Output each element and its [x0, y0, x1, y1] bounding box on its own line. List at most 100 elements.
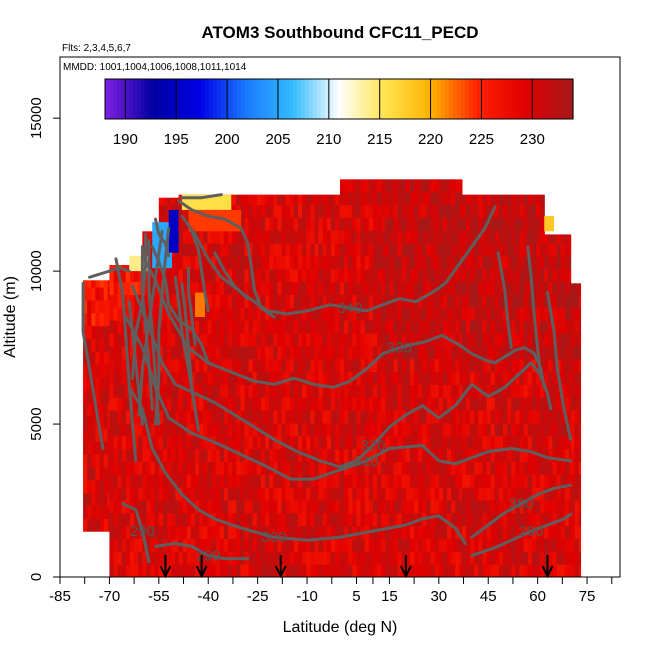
- heatmap-cell: [326, 499, 332, 514]
- colorbar-swatch: [433, 79, 438, 119]
- heatmap-cell: [199, 230, 204, 244]
- heatmap-cell: [298, 345, 303, 360]
- heatmap-cell: [511, 217, 517, 231]
- heatmap-cell: [368, 551, 374, 565]
- heatmap-cell: [430, 230, 436, 244]
- heatmap-cell: [340, 332, 345, 347]
- heatmap-cell: [360, 461, 366, 475]
- heatmap-cell: [273, 474, 279, 488]
- heatmap-cell: [418, 204, 423, 218]
- flight-arrow: [159, 555, 172, 579]
- heatmap-cell: [527, 461, 533, 475]
- heatmap-cell: [356, 384, 362, 398]
- heatmap-cell: [466, 194, 471, 206]
- heatmap-cell: [418, 345, 423, 360]
- heatmap-cell: [293, 551, 299, 565]
- heatmap-cell: [318, 358, 324, 373]
- heatmap-cell: [252, 435, 258, 450]
- heatmap-cell: [352, 512, 358, 527]
- heatmap-cell: [381, 512, 386, 527]
- heatmap-cell: [219, 358, 225, 373]
- heatmap-cell: [447, 422, 452, 437]
- heatmap-cell: [548, 422, 554, 437]
- heatmap-cell: [203, 422, 209, 437]
- heatmap-cell: [277, 281, 283, 295]
- heatmap-cell: [422, 461, 428, 475]
- colorbar-swatch: [513, 79, 518, 119]
- heatmap-cell: [438, 320, 444, 334]
- heatmap-cell: [289, 461, 295, 475]
- heatmap-cell: [377, 384, 382, 398]
- heatmap-cell: [570, 525, 576, 540]
- heatmap-cell: [393, 307, 399, 321]
- heatmap-cell: [574, 564, 580, 577]
- heatmap-cell: [536, 255, 541, 270]
- heatmap-cell: [451, 268, 456, 283]
- heatmap-cell: [442, 422, 448, 437]
- heatmap-cell: [438, 538, 444, 552]
- heatmap-cell: [248, 499, 254, 514]
- heatmap-cell: [544, 538, 549, 552]
- heatmap-cell: [256, 409, 262, 424]
- contour-label: 330: [387, 340, 412, 357]
- heatmap-cell: [182, 255, 188, 270]
- heatmap-cell: [478, 474, 484, 488]
- heatmap-cell: [401, 191, 407, 206]
- heatmap-cell: [211, 448, 217, 462]
- heatmap-cell: [552, 422, 558, 437]
- heatmap-cell: [574, 320, 580, 334]
- heatmap-cell: [490, 538, 496, 552]
- heatmap-cell: [248, 564, 254, 577]
- heatmap-cell: [486, 217, 492, 231]
- heatmap-cell: [285, 448, 291, 462]
- heatmap-cell: [223, 564, 229, 577]
- heatmap-cell: [459, 564, 463, 577]
- heatmap-cell: [207, 538, 213, 552]
- heatmap-cell: [265, 474, 270, 488]
- heatmap-cell: [498, 320, 504, 334]
- heatmap-cell: [269, 499, 274, 514]
- heatmap-cell: [314, 409, 320, 424]
- contour-line: [114, 257, 138, 463]
- heatmap-cell: [459, 487, 463, 501]
- heatmap-cell: [422, 448, 428, 462]
- heatmap-cell: [175, 499, 180, 514]
- heatmap-cell: [447, 307, 452, 321]
- heatmap-cell: [498, 204, 504, 218]
- heatmap-cell: [556, 358, 562, 373]
- heatmap-cell: [405, 217, 411, 231]
- heatmap-cell: [364, 191, 370, 206]
- heatmap-cell: [310, 409, 316, 424]
- heatmap-cell: [87, 376, 92, 391]
- heatmap-cell: [418, 461, 423, 475]
- heatmap-cell: [260, 217, 266, 231]
- heatmap-cell: [103, 428, 109, 442]
- heatmap-cell: [531, 281, 537, 295]
- heatmap-cell: [203, 255, 209, 270]
- heatmap-cell: [190, 512, 196, 527]
- heatmap-cell: [289, 525, 295, 540]
- heatmap-cell: [273, 487, 279, 501]
- heatmap-cell: [326, 217, 332, 231]
- contour-line: [470, 483, 573, 539]
- colorbar-swatch: [113, 79, 118, 119]
- heatmap-cell: [393, 551, 399, 565]
- heatmap-cell: [377, 294, 382, 308]
- heatmap-cell: [455, 217, 461, 231]
- heatmap-cell: [552, 487, 558, 501]
- heatmap-cell: [339, 409, 341, 424]
- heatmap-cell: [474, 194, 479, 206]
- heatmap-cell: [99, 505, 105, 519]
- heatmap-cell: [536, 332, 541, 347]
- heatmap-cell: [326, 564, 332, 577]
- heatmap-cell: [199, 499, 204, 514]
- heatmap-cell: [519, 204, 525, 218]
- heatmap-cell: [474, 294, 479, 308]
- heatmap-cell: [134, 384, 139, 398]
- heatmap-cell: [335, 512, 340, 527]
- heatmap-cell: [426, 384, 432, 398]
- heatmap-cell: [335, 294, 340, 308]
- heatmap-cell: [289, 397, 295, 411]
- heatmap-cell: [340, 320, 345, 334]
- heatmap-cell: [523, 397, 529, 411]
